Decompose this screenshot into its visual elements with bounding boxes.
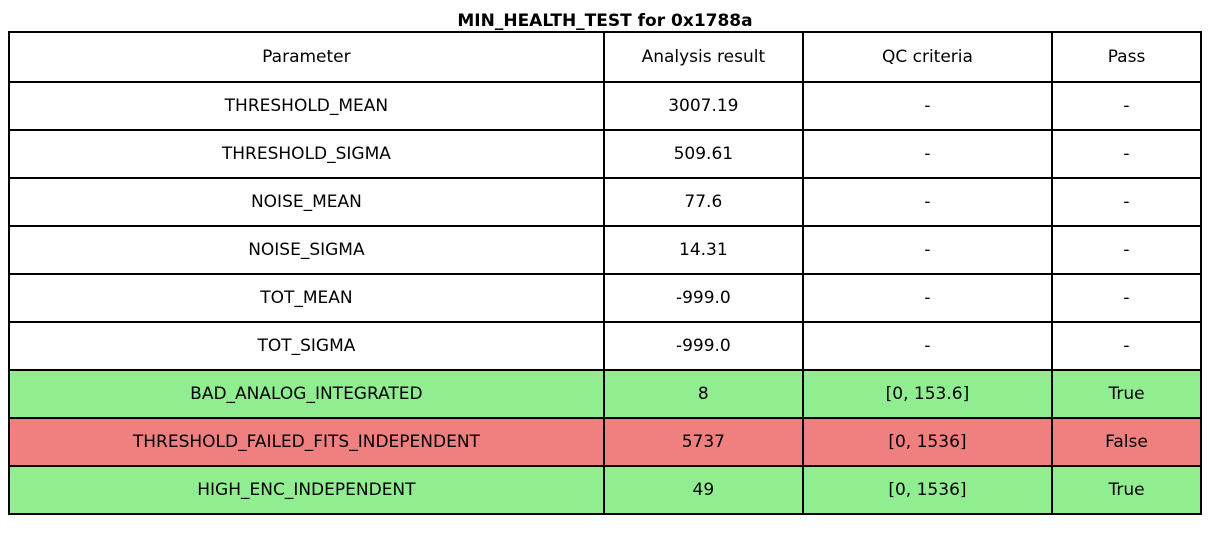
cell-parameter: THRESHOLD_FAILED_FITS_INDEPENDENT	[8, 417, 605, 467]
table-row: THRESHOLD_FAILED_FITS_INDEPENDENT 5737 […	[8, 417, 1202, 467]
cell-pass: True	[1051, 369, 1202, 419]
min-health-table: Parameter Analysis result QC criteria Pa…	[8, 31, 1202, 515]
table-row: THRESHOLD_SIGMA 509.61 - -	[8, 129, 1202, 179]
table-row: TOT_SIGMA -999.0 - -	[8, 321, 1202, 371]
cell-analysis-result: 8	[602, 369, 804, 419]
table-row: HIGH_ENC_INDEPENDENT 49 [0, 1536] True	[8, 465, 1202, 515]
cell-qc-criteria: -	[801, 321, 1054, 371]
cell-analysis-result: -999.0	[602, 321, 804, 371]
table-row: NOISE_MEAN 77.6 - -	[8, 177, 1202, 227]
cell-qc-criteria: [0, 153.6]	[801, 369, 1054, 419]
cell-qc-criteria: -	[801, 129, 1054, 179]
cell-analysis-result: 14.31	[602, 225, 804, 275]
cell-pass: -	[1051, 177, 1202, 227]
table-row: NOISE_SIGMA 14.31 - -	[8, 225, 1202, 275]
cell-qc-criteria: -	[801, 177, 1054, 227]
cell-parameter: THRESHOLD_SIGMA	[8, 129, 605, 179]
cell-qc-criteria: -	[801, 225, 1054, 275]
cell-parameter: TOT_SIGMA	[8, 321, 605, 371]
cell-parameter: BAD_ANALOG_INTEGRATED	[8, 369, 605, 419]
cell-analysis-result: 77.6	[602, 177, 804, 227]
cell-analysis-result: 3007.19	[602, 81, 804, 131]
cell-parameter: HIGH_ENC_INDEPENDENT	[8, 465, 605, 515]
cell-analysis-result: -999.0	[602, 273, 804, 323]
cell-pass: False	[1051, 417, 1202, 467]
cell-analysis-result: 49	[602, 465, 804, 515]
cell-qc-criteria: [0, 1536]	[801, 465, 1054, 515]
cell-analysis-result: 509.61	[602, 129, 804, 179]
cell-pass: -	[1051, 321, 1202, 371]
cell-pass: -	[1051, 273, 1202, 323]
header-row: Parameter Analysis result QC criteria Pa…	[8, 31, 1202, 83]
cell-analysis-result: 5737	[602, 417, 804, 467]
table-body: THRESHOLD_MEAN 3007.19 - - THRESHOLD_SIG…	[8, 81, 1202, 515]
cell-parameter: TOT_MEAN	[8, 273, 605, 323]
cell-pass: -	[1051, 129, 1202, 179]
table-row: THRESHOLD_MEAN 3007.19 - -	[8, 81, 1202, 131]
cell-qc-criteria: -	[801, 273, 1054, 323]
cell-qc-criteria: -	[801, 81, 1054, 131]
col-header-qc-criteria: QC criteria	[801, 31, 1054, 83]
table-row: BAD_ANALOG_INTEGRATED 8 [0, 153.6] True	[8, 369, 1202, 419]
cell-pass: True	[1051, 465, 1202, 515]
cell-qc-criteria: [0, 1536]	[801, 417, 1054, 467]
cell-pass: -	[1051, 225, 1202, 275]
page-title: MIN_HEALTH_TEST for 0x1788a	[457, 11, 753, 31]
cell-pass: -	[1051, 81, 1202, 131]
cell-parameter: THRESHOLD_MEAN	[8, 81, 605, 131]
col-header-pass: Pass	[1051, 31, 1202, 83]
col-header-parameter: Parameter	[8, 31, 605, 83]
cell-parameter: NOISE_SIGMA	[8, 225, 605, 275]
table-row: TOT_MEAN -999.0 - -	[8, 273, 1202, 323]
cell-parameter: NOISE_MEAN	[8, 177, 605, 227]
col-header-analysis-result: Analysis result	[602, 31, 804, 83]
